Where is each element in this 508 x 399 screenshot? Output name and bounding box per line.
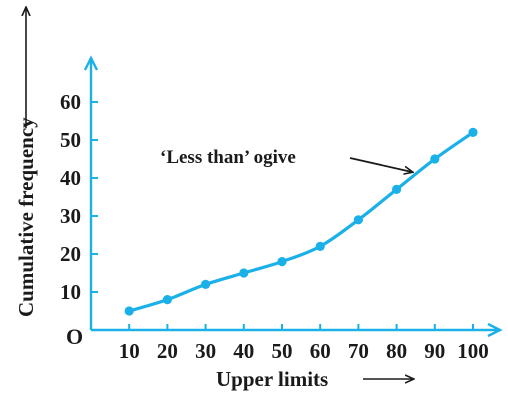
y-tick-label: 60: [60, 90, 81, 114]
y-tick-label: 40: [60, 166, 81, 190]
x-tick-label: 70: [348, 339, 369, 363]
data-point: [392, 184, 402, 194]
y-tick-label: 10: [60, 280, 81, 304]
y-tick-label: 20: [60, 242, 81, 266]
ogive-annotation: ‘Less than’ ogive: [160, 147, 296, 168]
tick-marks: [91, 101, 474, 330]
data-point: [124, 306, 134, 316]
data-point: [468, 127, 478, 137]
x-axis-title: Upper limits: [216, 367, 328, 391]
y-axis-arrow: [83, 55, 99, 71]
data-point: [430, 154, 440, 164]
origin-label: O: [66, 324, 83, 349]
y-tick-label: 30: [60, 204, 81, 228]
ogive-series-line: [127, 130, 475, 313]
x-tick-label: 80: [386, 339, 407, 363]
y-tick-label: 50: [60, 128, 81, 152]
data-point: [201, 279, 211, 289]
data-point: [277, 257, 287, 267]
axes: [83, 55, 503, 338]
x-axis-arrow: [487, 322, 503, 338]
x-tick-label: 20: [157, 339, 178, 363]
tick-labels: 10 20 30 40 50 60 70 80 90 100 10 20 30 40 50 60: [60, 90, 489, 363]
ogive-annotation-arrow: [349, 157, 412, 172]
x-tick-label: 60: [310, 339, 331, 363]
x-tick-label: 90: [424, 339, 445, 363]
y-axis-title: Cumulative frequency: [14, 117, 38, 317]
data-point: [353, 215, 363, 225]
x-tick-label: 50: [272, 339, 293, 363]
x-tick-label: 30: [195, 339, 216, 363]
x-tick-label: 100: [457, 339, 489, 363]
data-points: [124, 127, 478, 316]
data-point: [162, 295, 172, 305]
series-line-layer: [127, 130, 475, 313]
x-tick-label: 10: [119, 339, 140, 363]
x-tick-label: 40: [233, 339, 254, 363]
data-point: [239, 268, 249, 278]
data-point: [315, 241, 325, 251]
